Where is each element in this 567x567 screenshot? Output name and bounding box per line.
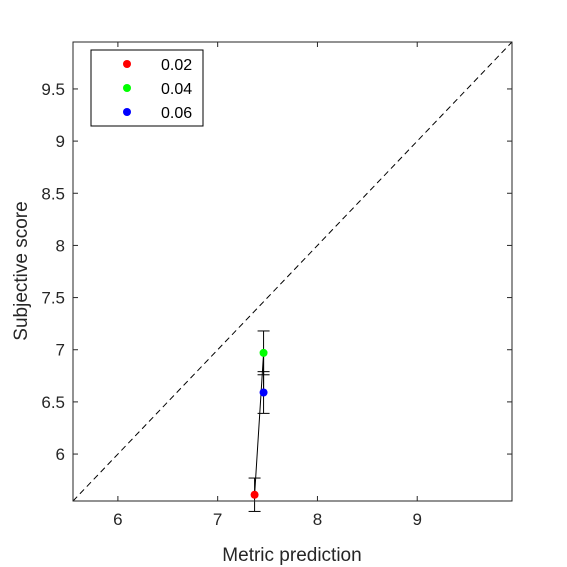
- legend-items: 0.02 0.04 0.06: [123, 57, 192, 122]
- y-tick-label: 6.5: [41, 393, 65, 412]
- x-tick-label: 7: [213, 510, 222, 529]
- y-tick-label: 6: [56, 445, 65, 464]
- y-axis-ticks: 6 6.5 7 7.5 8 8.5 9 9.5: [41, 80, 512, 464]
- legend-item-0.02: 0.02: [123, 57, 192, 74]
- y-tick-label: 7: [56, 341, 65, 360]
- y-tick-label: 8: [56, 236, 65, 255]
- legend: 0.02 0.04 0.06: [90, 49, 204, 127]
- reference-line: [72, 41, 513, 502]
- legend-marker: [123, 108, 131, 116]
- x-tick-label: 9: [412, 510, 421, 529]
- data-point-0.06: [259, 388, 268, 397]
- x-tick-label: 8: [313, 510, 322, 529]
- x-axis-ticks: 6 7 8 9: [113, 42, 422, 529]
- reference-line-layer: [72, 41, 513, 502]
- legend-label: 0.04: [161, 81, 192, 98]
- y-axis-title: Subjective score: [11, 201, 32, 340]
- legend-box: [90, 49, 204, 127]
- legend-item-0.04: 0.04: [123, 81, 192, 98]
- x-tick-label: 6: [113, 510, 122, 529]
- y-tick-label: 9.5: [41, 80, 65, 99]
- data-point-layer: [250, 348, 268, 499]
- data-point-0.02: [250, 490, 259, 499]
- legend-label: 0.02: [161, 57, 192, 74]
- data-point-0.04: [259, 348, 268, 357]
- y-tick-label: 7.5: [41, 289, 65, 308]
- legend-marker: [123, 60, 131, 68]
- plot-frame: [72, 41, 513, 502]
- legend-label: 0.06: [161, 105, 192, 122]
- y-tick-label: 9: [56, 132, 65, 151]
- x-axis-title: Metric prediction: [222, 545, 361, 566]
- legend-item-0.06: 0.06: [123, 105, 192, 122]
- y-tick-label: 8.5: [41, 184, 65, 203]
- legend-marker: [123, 84, 131, 92]
